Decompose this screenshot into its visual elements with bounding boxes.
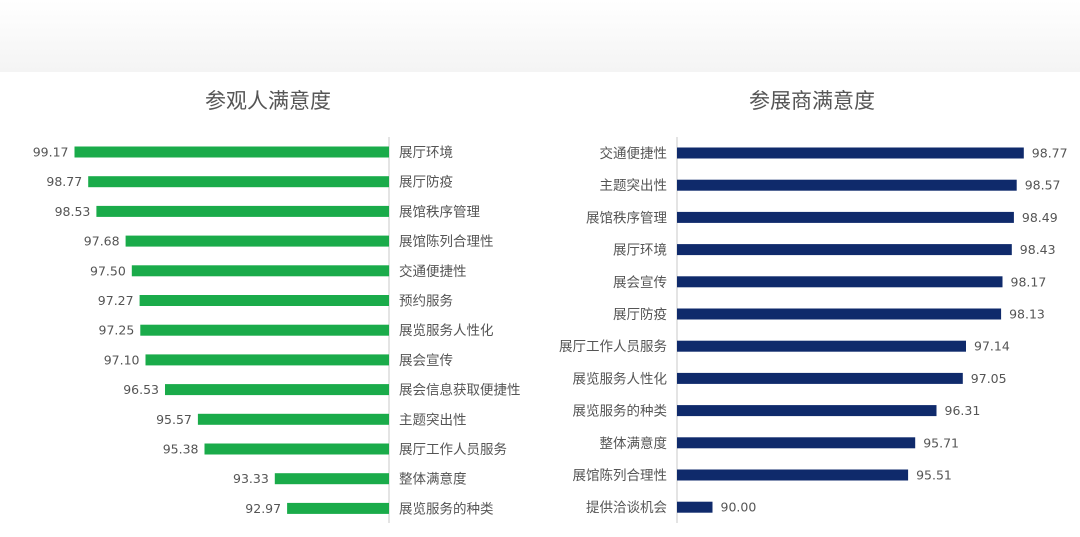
right-bar: [677, 501, 713, 513]
right-chart-title: 参展商满意度: [749, 89, 875, 113]
left-value-label: 97.50: [90, 263, 126, 278]
left-bar: [145, 354, 389, 366]
right-value-label: 98.13: [1009, 307, 1045, 322]
left-value-label: 97.10: [104, 352, 140, 367]
right-value-label: 98.17: [1011, 274, 1047, 289]
left-category-label: 展馆秩序管理: [399, 204, 480, 220]
right-value-label: 98.57: [1025, 178, 1061, 193]
right-bar: [677, 308, 1002, 320]
left-category-label: 展馆陈列合理性: [399, 233, 494, 250]
left-value-label: 93.33: [233, 471, 269, 486]
left-category-label: 预约服务: [399, 294, 453, 310]
right-value-label: 97.05: [971, 371, 1007, 386]
left-bar: [74, 146, 389, 158]
right-category-label: 展厅环境: [613, 243, 667, 259]
right-bar: [677, 147, 1024, 159]
right-value-label: 98.43: [1020, 242, 1056, 257]
right-bar: [677, 437, 916, 449]
right-value-label: 98.77: [1032, 146, 1068, 161]
left-category-label: 展会宣传: [399, 353, 453, 369]
left-value-label: 97.68: [84, 234, 120, 249]
left-value-label: 97.25: [99, 323, 135, 338]
left-bar: [88, 176, 389, 188]
left-category-label: 交通便捷性: [399, 263, 467, 280]
left-bar: [197, 413, 389, 425]
right-category-label: 提供洽谈机会: [586, 500, 667, 516]
right-bar: [677, 244, 1012, 256]
right-category-label: 交通便捷性: [600, 145, 668, 162]
right-bar: [677, 276, 1003, 288]
left-category-label: 展厅环境: [399, 145, 453, 161]
left-category-label: 展厅工作人员服务: [399, 442, 507, 458]
left-category-label: 展厅防疫: [399, 175, 453, 191]
left-value-label: 95.57: [156, 412, 192, 427]
left-bar: [287, 502, 389, 514]
right-category-label: 展馆陈列合理性: [573, 467, 668, 484]
right-bar: [677, 179, 1017, 191]
right-category-label: 展厅工作人员服务: [559, 339, 667, 355]
left-bar-chart: 99.17 展厅环境 98.77 展厅防疫 98.53 展馆秩序管理 97.68 展馆陈列合理…: [33, 145, 521, 518]
left-value-label: 99.17: [33, 145, 69, 160]
left-bar: [274, 473, 389, 485]
right-value-label: 98.49: [1022, 210, 1058, 225]
left-bar: [139, 295, 389, 306]
left-category-label: 展览服务人性化: [399, 323, 494, 339]
left-category-label: 展览服务的种类: [399, 501, 494, 517]
left-category-label: 整体满意度: [399, 471, 467, 488]
left-bar: [125, 235, 389, 247]
right-category-label: 展会宣传: [613, 275, 667, 291]
right-value-label: 90.00: [721, 500, 757, 515]
left-value-label: 98.53: [55, 204, 91, 219]
left-chart-title: 参观人满意度: [205, 89, 331, 113]
left-value-label: 95.38: [163, 442, 199, 457]
right-bar-chart: 98.77 交通便捷性 98.57 主题突出性 98.49 展馆秩序管理 98.43 展厅环境…: [559, 145, 1068, 516]
left-bar: [96, 205, 390, 217]
left-category-label: 主题突出性: [399, 412, 467, 428]
left-bar: [165, 384, 389, 396]
right-bar: [677, 211, 1014, 223]
right-category-label: 主题突出性: [600, 178, 668, 194]
top-band: [0, 0, 1080, 72]
right-bar: [677, 372, 963, 384]
right-category-label: 整体满意度: [600, 435, 668, 452]
right-category-label: 展馆秩序管理: [586, 210, 667, 226]
left-value-label: 96.53: [123, 382, 159, 397]
left-value-label: 92.97: [245, 501, 281, 516]
right-bar: [677, 405, 937, 417]
right-category-label: 展览服务人性化: [573, 371, 668, 387]
right-value-label: 95.71: [923, 435, 959, 450]
right-value-label: 97.14: [974, 339, 1010, 354]
right-value-label: 95.51: [916, 468, 952, 483]
right-category-label: 展厅防疫: [613, 307, 667, 323]
left-bar: [140, 324, 389, 336]
right-bar: [677, 340, 966, 352]
right-value-label: 96.31: [945, 403, 981, 418]
left-bar: [204, 443, 389, 455]
left-bar: [131, 265, 390, 277]
right-category-label: 展览服务的种类: [573, 404, 668, 420]
left-value-label: 98.77: [46, 174, 82, 189]
left-category-label: 展会信息获取便捷性: [399, 382, 521, 399]
right-bar: [677, 469, 909, 481]
left-value-label: 97.27: [98, 293, 134, 308]
